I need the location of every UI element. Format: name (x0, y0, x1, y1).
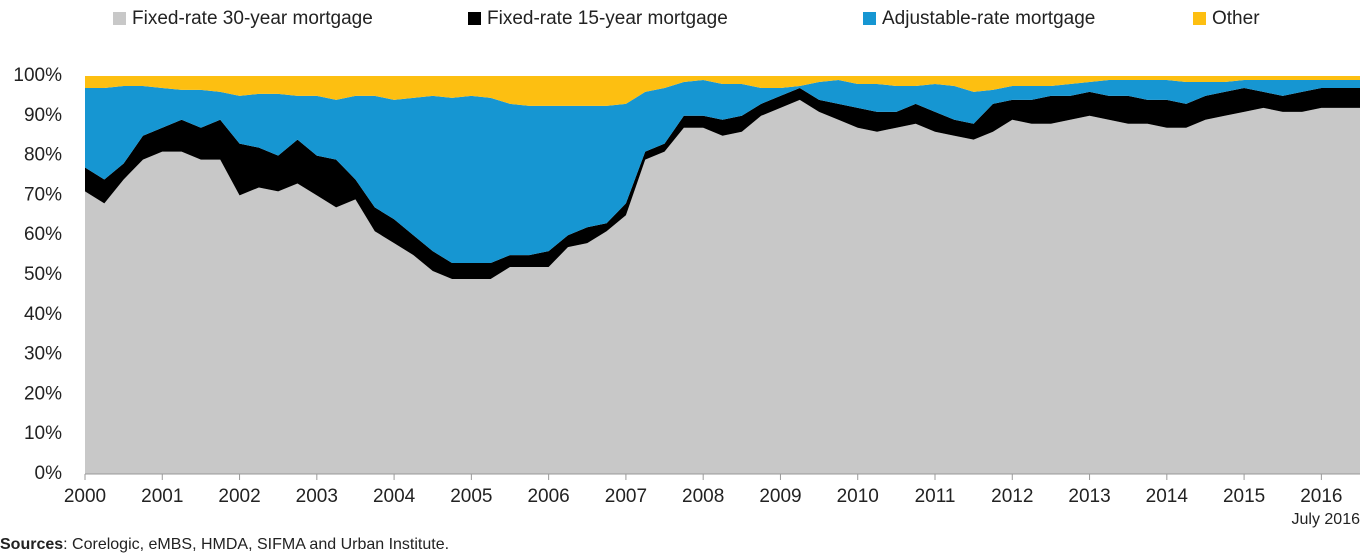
x-tick-label: 2007 (605, 486, 647, 507)
source-label: Sources (0, 536, 63, 553)
x-tick-label: 2009 (759, 486, 801, 507)
y-tick-label: 60% (24, 224, 62, 245)
area (85, 99, 1360, 474)
source-note: Sources: Corelogic, eMBS, HMDA, SIFMA an… (0, 536, 449, 553)
x-tick-label: 2014 (1146, 486, 1189, 507)
y-tick-label: 50% (24, 264, 62, 285)
y-tick-label: 70% (24, 184, 62, 205)
legend-label: Fixed-rate 30-year mortgage (132, 8, 373, 29)
y-tick-label: 30% (24, 344, 62, 365)
x-tick-label: 2002 (218, 486, 260, 507)
legend-swatch (1193, 12, 1206, 25)
x-tick-label: 2004 (373, 486, 416, 507)
y-tick-label: 0% (35, 463, 63, 484)
legend-swatch (863, 12, 876, 25)
area (85, 79, 1360, 264)
source-text: : Corelogic, eMBS, HMDA, SIFMA and Urban… (63, 536, 449, 553)
legend-label: Other (1212, 8, 1260, 29)
x-tick-label: 2003 (296, 486, 338, 507)
x-tick-label: 2005 (450, 486, 492, 507)
legend-label: Adjustable-rate mortgage (882, 8, 1095, 29)
x-tick-label: 2015 (1223, 486, 1265, 507)
x-tick-label: 2008 (682, 486, 724, 507)
y-tick-label: 90% (24, 105, 62, 126)
y-tick-label: 10% (24, 423, 62, 444)
x-tick-label: 2000 (64, 486, 106, 507)
x-tick-label: 2001 (141, 486, 183, 507)
y-tick-label: 100% (13, 65, 62, 86)
legend-label: Fixed-rate 15-year mortgage (487, 8, 728, 29)
x-tick-label: 2016 (1300, 486, 1342, 507)
x-tick-label: 2013 (1068, 486, 1110, 507)
legend-swatch (113, 12, 126, 25)
x-tick-label: 2006 (527, 486, 569, 507)
y-tick-label: 20% (24, 383, 62, 404)
x-tick-label: 2011 (915, 486, 956, 507)
y-tick-label: 40% (24, 304, 62, 325)
legend-swatch (468, 12, 481, 25)
area (85, 76, 1360, 106)
y-tick-label: 80% (24, 145, 62, 166)
x-tick-label: 2010 (837, 486, 879, 507)
area (85, 87, 1360, 279)
x-tick-label: 2012 (991, 486, 1033, 507)
date-note: July 2016 (1292, 511, 1361, 528)
